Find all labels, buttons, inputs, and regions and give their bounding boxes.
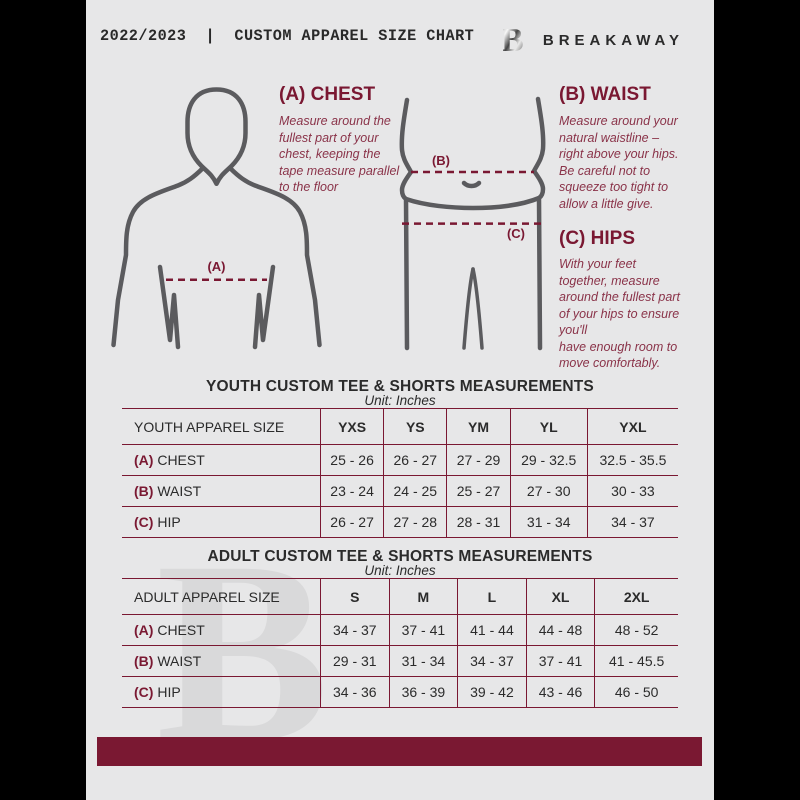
svg-text:(C): (C)	[507, 226, 525, 241]
svg-text:(A): (A)	[207, 259, 225, 274]
